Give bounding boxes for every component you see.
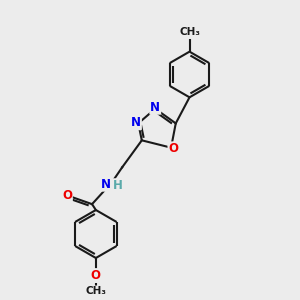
Text: O: O <box>62 189 72 202</box>
Text: O: O <box>91 269 101 282</box>
Text: N: N <box>150 101 160 114</box>
Text: N: N <box>131 116 141 129</box>
Text: O: O <box>168 142 178 155</box>
Text: CH₃: CH₃ <box>85 286 106 296</box>
Text: CH₃: CH₃ <box>179 27 200 37</box>
Text: H: H <box>113 179 123 192</box>
Text: N: N <box>101 178 111 191</box>
